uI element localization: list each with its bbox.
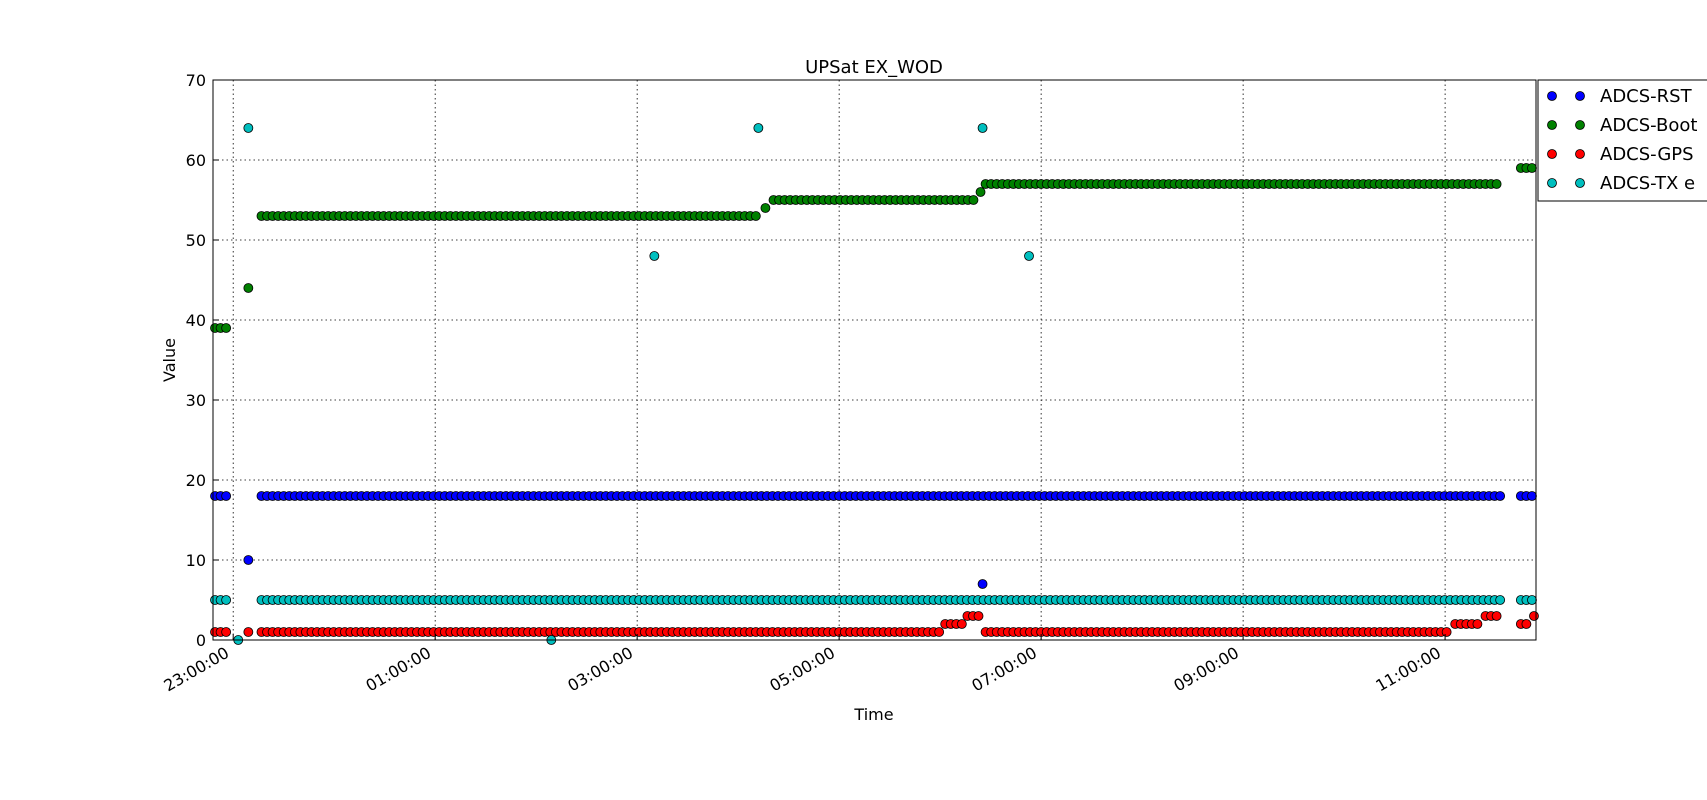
y-axis-label: Value	[160, 338, 179, 382]
data-point	[221, 491, 232, 501]
chart-title: UPSat EX_WOD	[805, 57, 943, 78]
series-ADCS-TX e	[210, 123, 1537, 645]
legend-marker	[1547, 178, 1557, 188]
x-tick-label: 09:00:00	[1170, 643, 1242, 695]
x-tick-label: 01:00:00	[362, 643, 434, 695]
data-point	[221, 323, 232, 333]
series-ADCS-GPS	[210, 611, 1539, 637]
data-point	[934, 627, 945, 637]
legend: ADCS-RST ADCS-Boot ADCS-GPS ADCS-TX e	[1537, 79, 1707, 202]
data-point	[973, 611, 984, 621]
data-point	[1521, 619, 1532, 629]
y-tick-label: 30	[186, 391, 206, 410]
y-tick-label: 10	[186, 551, 206, 570]
data-point	[956, 619, 967, 629]
data-point	[753, 123, 764, 133]
legend-item: ADCS-GPS	[1547, 144, 1694, 165]
data-point	[1527, 491, 1537, 501]
data-point	[1441, 627, 1452, 637]
legend-marker	[1575, 178, 1585, 188]
legend-label: ADCS-GPS	[1600, 144, 1694, 165]
y-tick-label: 60	[186, 151, 206, 170]
data-point	[1495, 595, 1506, 605]
x-tick-label: 11:00:00	[1372, 643, 1444, 695]
data-points	[210, 123, 1539, 645]
y-axis-ticks: 0 10 20 30 40 50 60 70	[186, 71, 219, 650]
legend-item: ADCS-TX e	[1547, 173, 1695, 194]
data-point	[221, 627, 232, 637]
data-point	[760, 203, 771, 213]
x-tick-label: 05:00:00	[766, 643, 838, 695]
legend-label: ADCS-TX e	[1600, 173, 1695, 194]
legend-marker	[1547, 120, 1557, 130]
data-point	[1491, 179, 1502, 189]
data-point	[977, 123, 988, 133]
legend-item: ADCS-RST	[1547, 86, 1693, 107]
data-point	[1491, 611, 1502, 621]
x-tick-label: 03:00:00	[564, 643, 636, 695]
y-tick-label: 50	[186, 231, 206, 250]
x-tick-label: 23:00:00	[160, 643, 232, 695]
y-tick-label: 70	[186, 71, 206, 90]
data-point	[221, 595, 232, 605]
legend-marker	[1575, 149, 1585, 159]
data-point	[1472, 619, 1483, 629]
data-point	[243, 555, 254, 565]
legend-label: ADCS-Boot	[1600, 115, 1697, 136]
data-point	[649, 251, 660, 261]
data-point	[1024, 251, 1034, 261]
legend-marker	[1575, 91, 1585, 101]
y-tick-label: 40	[186, 311, 206, 330]
data-point	[975, 187, 986, 197]
x-axis-label: Time	[853, 705, 893, 724]
data-point	[1527, 163, 1537, 173]
legend-box	[1537, 79, 1707, 202]
x-axis-ticks: 23:00:00 01:00:00 03:00:00 05:00:00 07:00:00…	[160, 634, 1446, 695]
data-point	[243, 123, 254, 133]
data-point	[243, 627, 254, 637]
grid-lines	[213, 79, 1536, 641]
data-point	[968, 195, 979, 205]
data-point	[750, 211, 761, 221]
data-point	[1529, 611, 1539, 621]
data-point	[243, 283, 254, 293]
series-ADCS-Boot	[210, 163, 1537, 333]
y-tick-label: 20	[186, 471, 206, 490]
legend-marker	[1575, 120, 1585, 130]
legend-item: ADCS-Boot	[1547, 115, 1697, 136]
legend-label: ADCS-RST	[1600, 86, 1693, 107]
y-tick-label: 0	[196, 631, 206, 650]
data-point	[977, 579, 988, 589]
plot-frame	[212, 79, 1537, 641]
data-point	[1527, 595, 1537, 605]
legend-marker	[1547, 91, 1557, 101]
legend-marker	[1547, 149, 1557, 159]
data-point	[1495, 491, 1506, 501]
x-tick-label: 07:00:00	[968, 643, 1040, 695]
series-ADCS-RST	[210, 491, 1537, 589]
